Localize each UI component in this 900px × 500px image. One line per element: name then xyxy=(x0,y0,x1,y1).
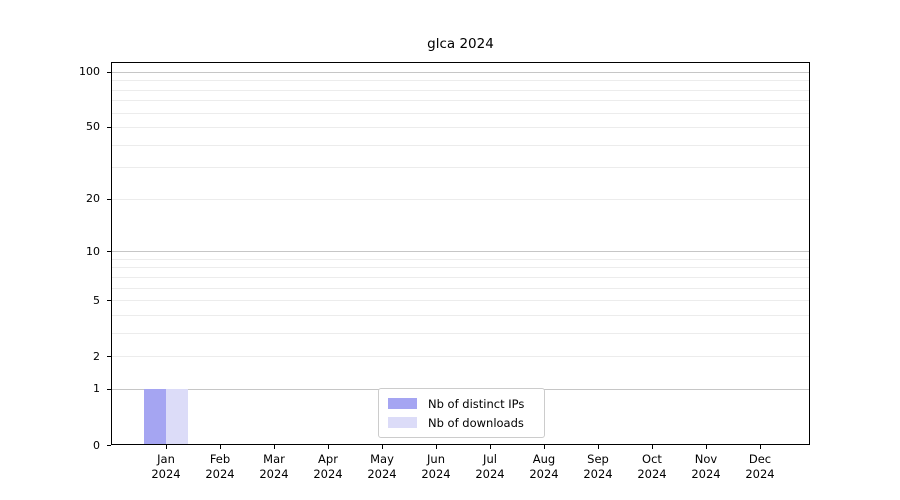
minor-gridline xyxy=(112,267,809,269)
y-tick-label: 0 xyxy=(93,438,100,452)
x-tick-year: 2024 xyxy=(151,467,181,481)
minor-gridline xyxy=(112,80,809,82)
x-tick-month: Dec xyxy=(748,452,772,466)
y-tick-mark xyxy=(107,356,111,358)
x-tick-year: 2024 xyxy=(637,467,667,481)
x-tick-label: Aug 2024 xyxy=(514,452,574,482)
plot-area xyxy=(111,62,810,445)
x-tick-mark xyxy=(166,445,167,449)
x-tick-label: Jul 2024 xyxy=(460,452,520,482)
minor-gridline xyxy=(112,100,809,102)
x-tick-mark xyxy=(436,445,437,449)
minor-gridline xyxy=(112,314,809,316)
minor-gridline xyxy=(112,126,809,128)
minor-gridline xyxy=(112,198,809,200)
x-tick-year: 2024 xyxy=(205,467,235,481)
x-tick-month: Oct xyxy=(642,452,662,466)
x-tick-year: 2024 xyxy=(367,467,397,481)
x-tick-month: Feb xyxy=(209,452,231,466)
legend-label: Nb of downloads xyxy=(428,415,524,430)
x-tick-mark xyxy=(490,445,491,449)
y-tick-label: 100 xyxy=(79,65,100,79)
minor-gridline xyxy=(112,258,809,260)
y-tick-label: 5 xyxy=(93,293,100,307)
minor-gridline xyxy=(112,144,809,146)
x-tick-year: 2024 xyxy=(745,467,775,481)
x-tick-month: Jul xyxy=(483,452,497,466)
x-tick-month: Jan xyxy=(157,452,175,466)
x-tick-month: Apr xyxy=(318,452,338,466)
minor-gridline xyxy=(112,89,809,91)
major-gridline xyxy=(112,71,809,73)
legend-item: Nb of downloads xyxy=(388,415,535,430)
minor-gridline xyxy=(112,332,809,334)
bar-nb-of-distinct-ips-jan xyxy=(144,388,166,444)
x-tick-year: 2024 xyxy=(583,467,613,481)
legend-label: Nb of distinct IPs xyxy=(428,396,525,411)
y-tick-mark xyxy=(107,198,111,200)
legend-swatch xyxy=(388,398,417,409)
x-tick-label: Feb 2024 xyxy=(190,452,250,482)
chart-title: glca 2024 xyxy=(427,36,494,52)
y-tick-label: 2 xyxy=(93,349,100,363)
x-tick-year: 2024 xyxy=(421,467,451,481)
x-tick-label: Oct 2024 xyxy=(622,452,682,482)
x-tick-label: Jan 2024 xyxy=(136,452,196,482)
minor-gridline xyxy=(112,276,809,278)
minor-gridline xyxy=(112,300,809,302)
y-tick-mark xyxy=(107,71,111,73)
x-tick-mark xyxy=(544,445,545,449)
x-tick-label: May 2024 xyxy=(352,452,412,482)
y-tick-label: 10 xyxy=(86,244,100,258)
x-tick-mark xyxy=(220,445,221,449)
x-tick-mark xyxy=(328,445,329,449)
x-tick-year: 2024 xyxy=(259,467,289,481)
x-tick-label: Sep 2024 xyxy=(568,452,628,482)
x-tick-label: Dec 2024 xyxy=(730,452,790,482)
x-tick-mark xyxy=(382,445,383,449)
legend-swatch xyxy=(388,417,417,428)
x-tick-year: 2024 xyxy=(691,467,721,481)
x-tick-mark xyxy=(274,445,275,449)
x-tick-mark xyxy=(598,445,599,449)
x-tick-year: 2024 xyxy=(529,467,559,481)
x-tick-label: Nov 2024 xyxy=(676,452,736,482)
x-tick-mark xyxy=(706,445,707,449)
x-tick-month: Jun xyxy=(427,452,445,466)
y-tick-label: 50 xyxy=(86,120,100,134)
y-tick-mark xyxy=(107,388,111,390)
y-tick-mark xyxy=(107,445,111,446)
x-tick-label: Apr 2024 xyxy=(298,452,358,482)
y-tick-mark xyxy=(107,251,111,253)
x-tick-year: 2024 xyxy=(475,467,505,481)
legend-item: Nb of distinct IPs xyxy=(388,396,535,411)
x-tick-month: Sep xyxy=(587,452,609,466)
legend: Nb of distinct IPs Nb of downloads xyxy=(378,388,545,438)
x-tick-month: May xyxy=(370,452,394,466)
minor-gridline xyxy=(112,167,809,169)
x-tick-month: Mar xyxy=(263,452,285,466)
y-tick-label: 1 xyxy=(93,382,100,396)
bar-nb-of-downloads-jan xyxy=(166,388,188,444)
minor-gridline xyxy=(112,356,809,358)
y-tick-label: 20 xyxy=(86,192,100,206)
y-tick-mark xyxy=(107,300,111,302)
minor-gridline xyxy=(112,287,809,289)
y-tick-mark xyxy=(107,126,111,128)
major-gridline xyxy=(112,251,809,253)
x-tick-month: Aug xyxy=(532,452,556,466)
x-tick-mark xyxy=(652,445,653,449)
x-tick-label: Jun 2024 xyxy=(406,452,466,482)
x-tick-year: 2024 xyxy=(313,467,343,481)
x-tick-mark xyxy=(760,445,761,449)
x-tick-month: Nov xyxy=(694,452,718,466)
minor-gridline xyxy=(112,112,809,114)
x-tick-label: Mar 2024 xyxy=(244,452,304,482)
